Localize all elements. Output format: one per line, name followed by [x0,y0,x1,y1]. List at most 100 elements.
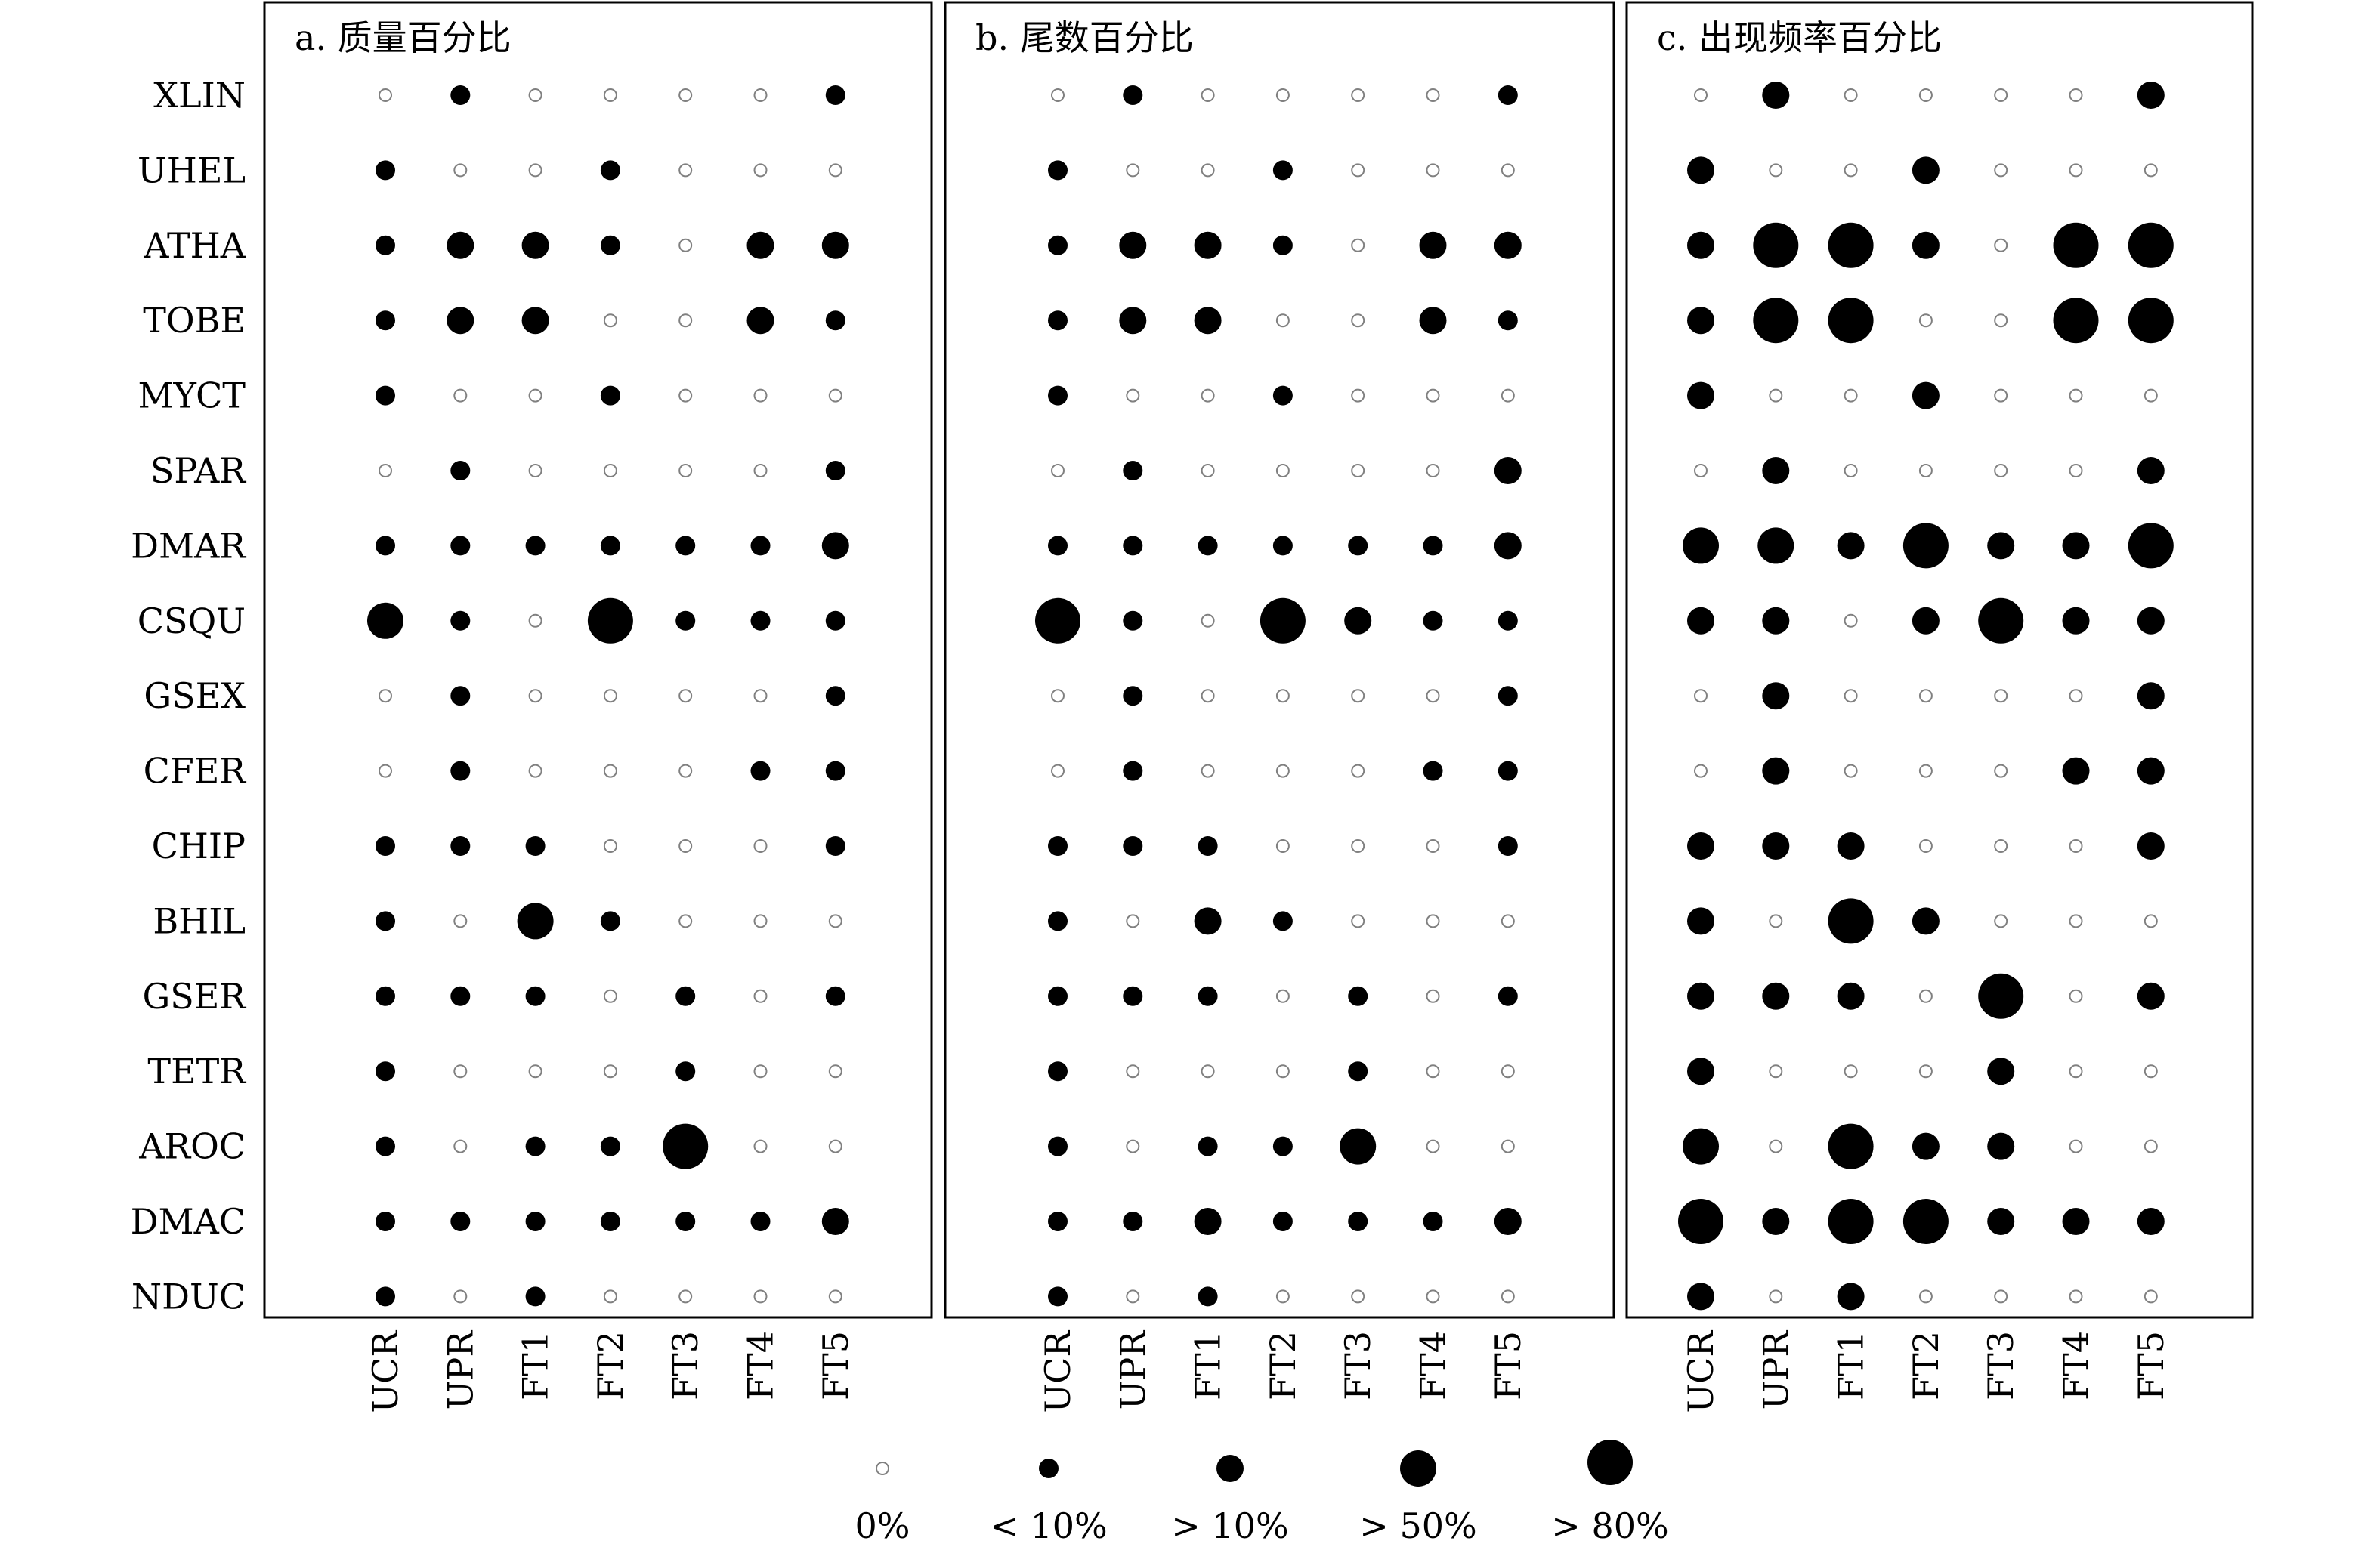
dot-cfer-ft2 [603,764,617,778]
dot-cfer-ft2 [1275,764,1290,778]
dot-nduc-ft5 [828,1289,842,1304]
dot-uhel-ft1 [528,163,542,178]
dot-atha-ft4 [2053,222,2099,268]
dot-tetr-ft4 [2069,1064,2083,1079]
dot-myct-ucr [1687,381,1714,409]
column-label-ft1: FT1 [1188,1331,1229,1400]
dot-uhel-upr [453,163,468,178]
dot-bhil-ft2 [1912,907,1940,935]
dot-chip-ft4 [2069,839,2083,853]
panel-frame [1625,1,2254,1319]
dot-gsex-ft5 [825,686,845,706]
dot-spar-ft3 [1351,464,1365,477]
dot-aroc-upr [1126,1139,1140,1153]
legend-label: < 10% [990,1505,1107,1546]
dot-dmac-ft2 [1902,1199,1949,1244]
legend-marker [1587,1440,1633,1485]
dot-chip-ft5 [2137,832,2165,860]
dot-myct-ft4 [2069,388,2083,403]
dot-spar-ft1 [1844,464,1858,477]
column-label-upr: UPR [1112,1330,1153,1410]
dot-myct-ucr [376,385,395,406]
panel-frame [944,1,1615,1319]
column-label-ft3: FT3 [1337,1331,1378,1400]
dot-xlin-ft5 [825,85,845,105]
dot-tetr-ft2 [1275,1064,1290,1079]
dot-cfer-ft2 [1918,764,1933,778]
dot-xlin-ft4 [753,88,768,102]
dot-dmar-ucr [1048,536,1068,556]
dot-chip-ft2 [1275,839,1290,853]
dot-gser-ft2 [1918,989,1933,1003]
dot-gsex-ucr [379,689,392,703]
dot-dmac-ft5 [821,1208,849,1235]
dot-cfer-ft5 [825,761,845,781]
dot-dmar-ft5 [1494,532,1522,560]
dot-atha-ft5 [1494,231,1522,259]
dot-xlin-ucr [1051,88,1065,102]
row-label-atha: ATHA [143,225,246,266]
legend-marker [1400,1450,1436,1487]
dot-aroc-upr [453,1139,468,1153]
dot-nduc-ft5 [2144,1289,2158,1304]
dot-bhil-ft1 [1828,898,1874,944]
dot-spar-upr [1123,461,1143,480]
row-label-tobe: TOBE [143,300,246,341]
dot-tobe-ft2 [1918,313,1933,328]
dot-gsex-ft1 [528,689,542,703]
dot-chip-ft3 [1994,839,2008,853]
dot-aroc-ft5 [828,1139,842,1153]
dot-gser-ucr [1687,982,1714,1010]
panel-frame [263,1,933,1319]
dot-csqu-ft1 [528,613,542,628]
dot-myct-ft1 [1844,388,1858,403]
dot-gsex-ft4 [1426,689,1440,703]
dot-dmac-ft1 [1828,1199,1874,1244]
dot-spar-upr [1762,457,1790,484]
dot-tobe-ft3 [1994,313,2008,328]
column-label-ft2: FT2 [1263,1331,1303,1400]
dot-gser-ft3 [1978,973,2024,1019]
dot-gsex-ft2 [603,689,617,703]
dot-uhel-ft3 [678,163,693,178]
dot-tobe-ft2 [603,313,617,328]
column-label-ft5: FT5 [1488,1331,1528,1400]
row-label-tetr: TETR [147,1051,246,1091]
dot-atha-upr [1753,222,1799,268]
dot-nduc-ucr [1048,1286,1068,1307]
dot-cfer-ft5 [2137,757,2165,785]
panel-title: a. 质量百分比 [295,17,512,58]
dot-bhil-ft1 [1194,907,1222,935]
dot-xlin-upr [1762,82,1790,109]
dot-chip-ucr [1048,836,1068,856]
dot-aroc-ft2 [1272,1136,1293,1156]
dot-gser-ft4 [753,989,768,1003]
dot-dmac-ft3 [1348,1212,1368,1231]
dot-cfer-upr [450,761,471,781]
row-label-chip: CHIP [152,826,246,866]
dot-tetr-ft5 [2144,1064,2158,1079]
dot-uhel-ft2 [600,160,620,181]
dot-uhel-ft2 [1272,160,1293,181]
dot-uhel-ft3 [1994,163,2008,178]
dot-nduc-ft4 [753,1289,768,1304]
dot-spar-ucr [379,464,392,477]
dot-gser-ft2 [1275,989,1290,1003]
panel-c: c. 出现频率百分比 UCR UPR FT1 FT2 FT3 FT4 FT5 [1625,1,2254,1413]
panel-b: b. 尾数百分比 UCR UPR FT1 FT2 FT3 FT4 FT5 [944,1,1615,1413]
dot-nduc-ft2 [603,1289,617,1304]
dot-tetr-ft4 [753,1064,768,1079]
dot-gser-upr [1762,982,1790,1010]
dot-myct-ft3 [1994,388,2008,403]
dot-chip-ft5 [825,836,845,856]
dot-gsex-upr [450,686,471,706]
dot-csqu-upr [1762,607,1790,635]
dot-cfer-ft5 [1498,761,1518,781]
dot-dmac-ft1 [525,1212,546,1231]
column-label-ft2: FT2 [1906,1331,1946,1400]
row-label-aroc: AROC [138,1126,246,1167]
dot-xlin-ft4 [2069,88,2083,102]
legend-label: > 50% [1359,1505,1476,1546]
column-label-ucr: UCR [1037,1330,1078,1413]
dot-dmac-ft2 [600,1212,620,1231]
